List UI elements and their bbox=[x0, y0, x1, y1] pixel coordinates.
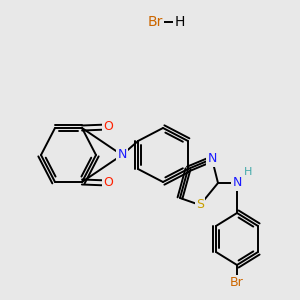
Text: H: H bbox=[244, 167, 252, 177]
Text: Br: Br bbox=[230, 277, 244, 290]
Text: N: N bbox=[232, 176, 242, 190]
Text: Br: Br bbox=[147, 15, 163, 29]
Text: N: N bbox=[207, 152, 217, 166]
Text: O: O bbox=[103, 121, 113, 134]
Text: O: O bbox=[103, 176, 113, 190]
Text: N: N bbox=[117, 148, 127, 161]
Text: H: H bbox=[175, 15, 185, 29]
Text: S: S bbox=[196, 199, 204, 212]
